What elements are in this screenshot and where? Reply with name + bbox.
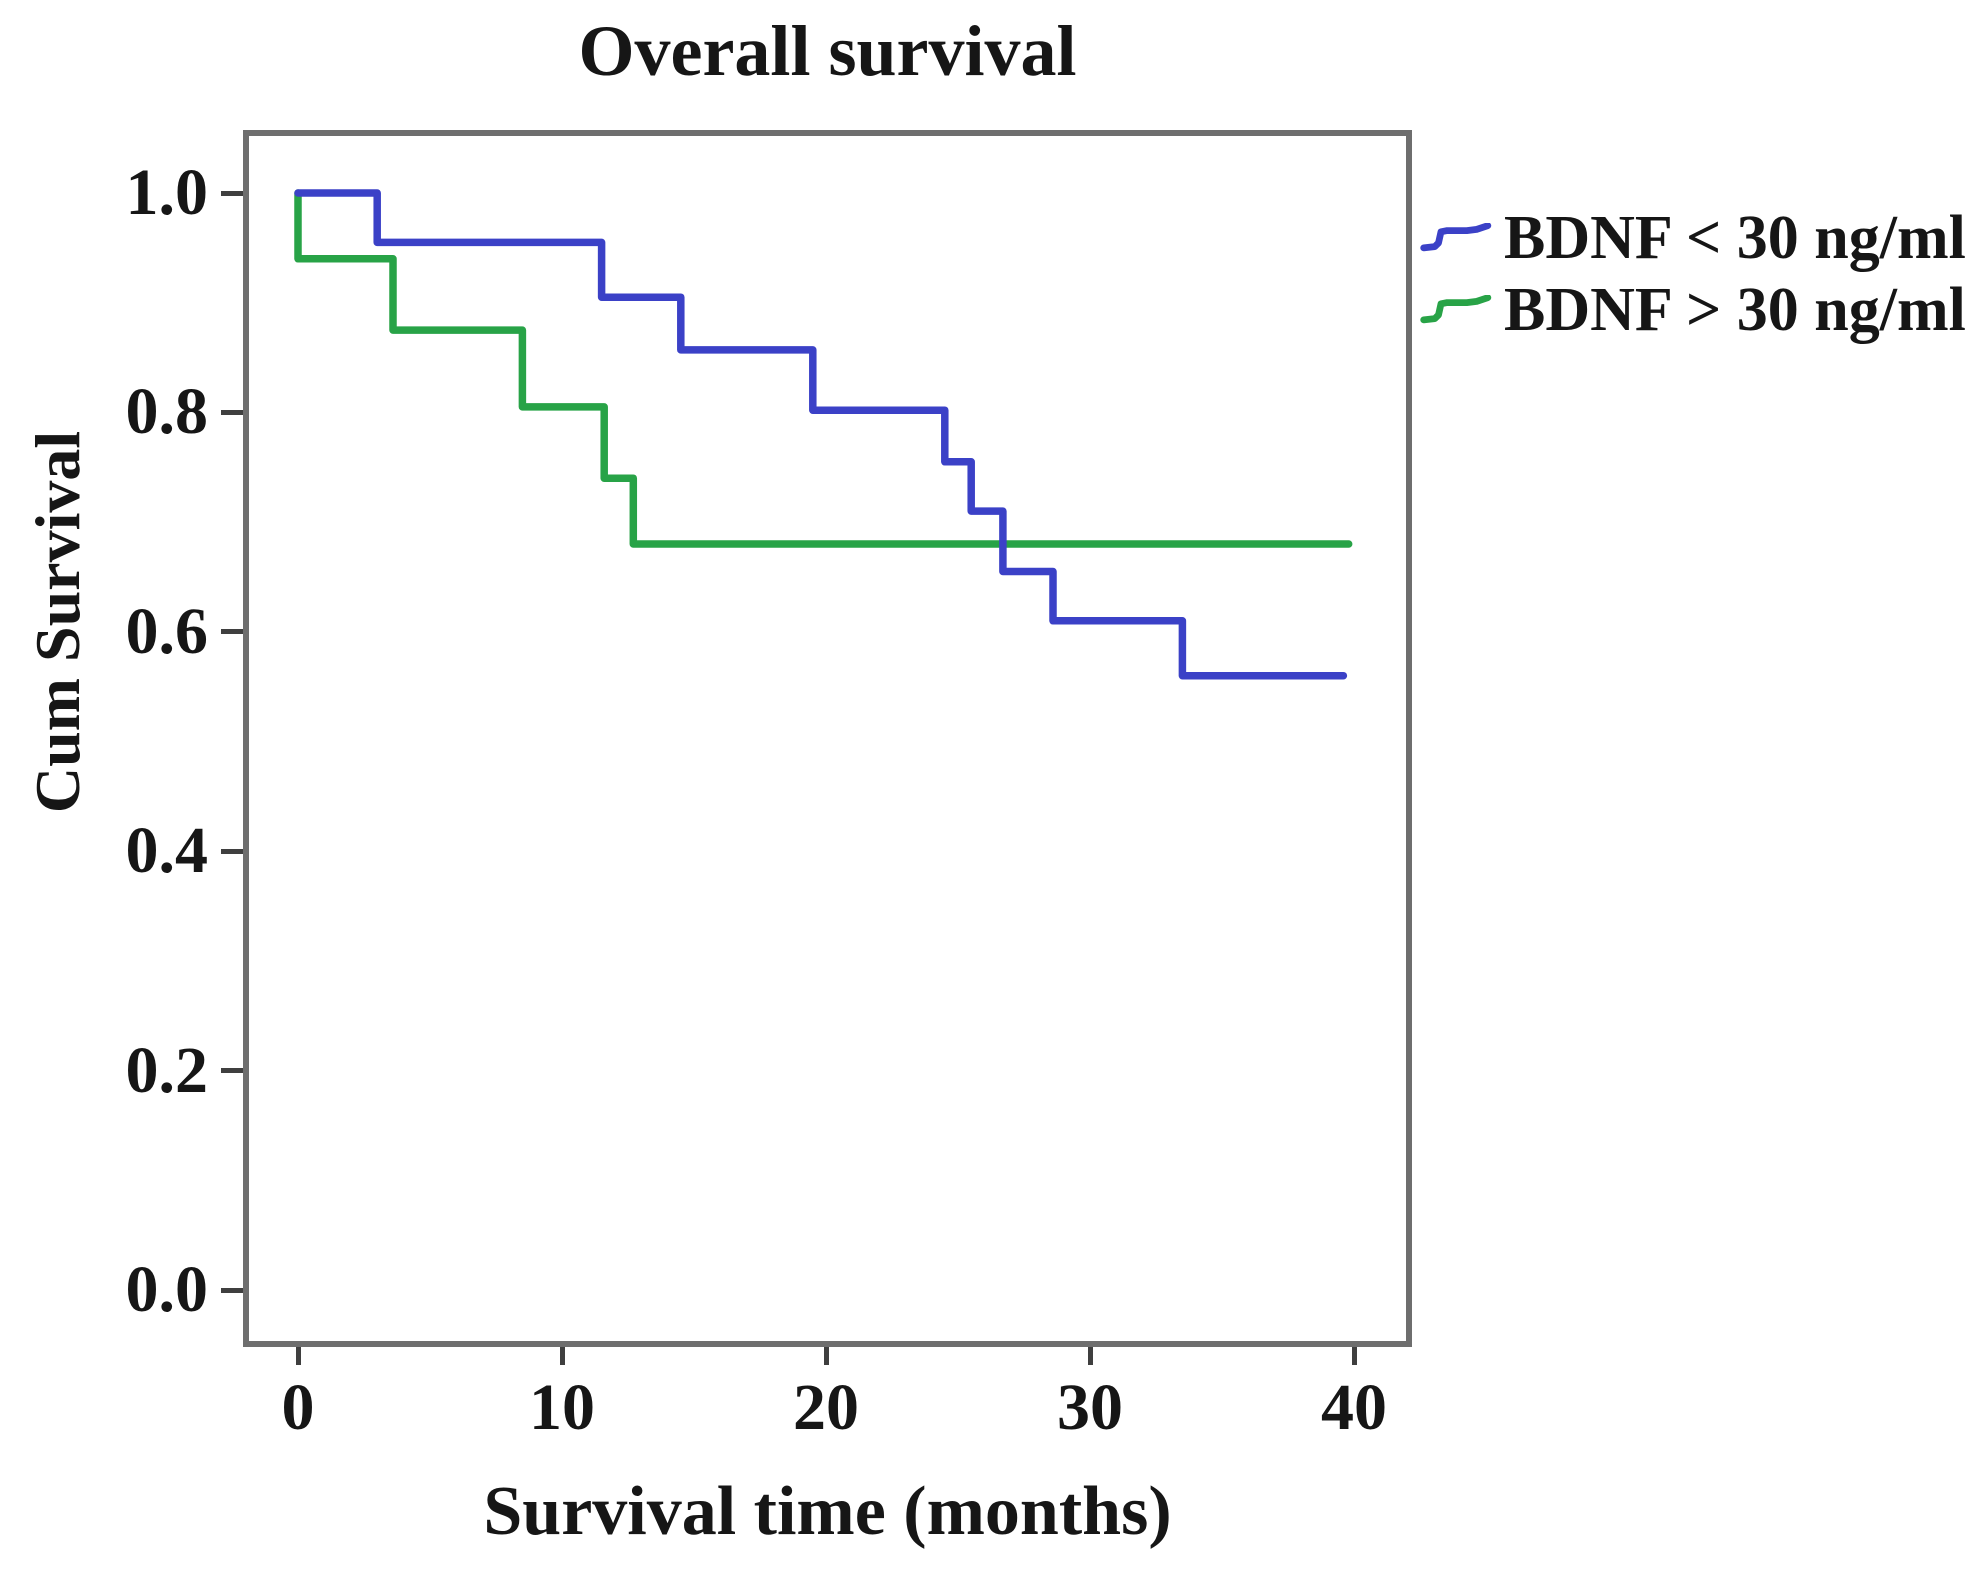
y-tick-label: 0.8 (125, 375, 209, 449)
x-tick-mark (1351, 1347, 1357, 1365)
y-tick-mark (221, 409, 243, 415)
y-tick-label: 0.6 (125, 594, 209, 668)
x-axis-label: Survival time (months) (483, 1473, 1172, 1550)
legend: BDNF < 30 ng/ml BDNF > 30 ng/ml (1420, 202, 1966, 346)
y-tick-label: 1.0 (125, 156, 209, 229)
x-tick-mark (295, 1347, 301, 1365)
x-tick-mark (559, 1347, 565, 1365)
y-tick-mark (221, 848, 243, 854)
plot-area (243, 130, 1412, 1347)
y-tick-mark (221, 1287, 243, 1293)
x-tick-label: 20 (793, 1371, 859, 1444)
legend-row: BDNF < 30 ng/ml (1420, 202, 1966, 274)
y-tick-mark (221, 1068, 243, 1074)
y-tick-mark (221, 190, 243, 196)
x-tick-label: 40 (1321, 1371, 1387, 1444)
survival-curves (294, 189, 1353, 680)
y-tick-label: 0.4 (125, 814, 209, 888)
legend-step-icon (1420, 295, 1492, 324)
legend-label: BDNF > 30 ng/ml (1504, 276, 1966, 344)
x-tick-mark (1087, 1347, 1093, 1365)
x-tick-mark (823, 1347, 829, 1365)
legend-label: BDNF < 30 ng/ml (1504, 204, 1966, 272)
series-curve (294, 189, 1353, 548)
series-curve (294, 189, 1348, 680)
x-tick-label: 30 (1057, 1371, 1123, 1444)
y-tick-mark (221, 629, 243, 635)
x-tick-label: 10 (529, 1371, 595, 1444)
legend-row: BDNF > 30 ng/ml (1420, 274, 1966, 346)
y-tick-label: 0.0 (125, 1253, 209, 1326)
x-tick-label: 0 (281, 1371, 315, 1444)
y-tick-label: 0.2 (125, 1033, 209, 1107)
chart-title: Overall survival (578, 11, 1077, 91)
legend-step-icon (1420, 223, 1492, 252)
